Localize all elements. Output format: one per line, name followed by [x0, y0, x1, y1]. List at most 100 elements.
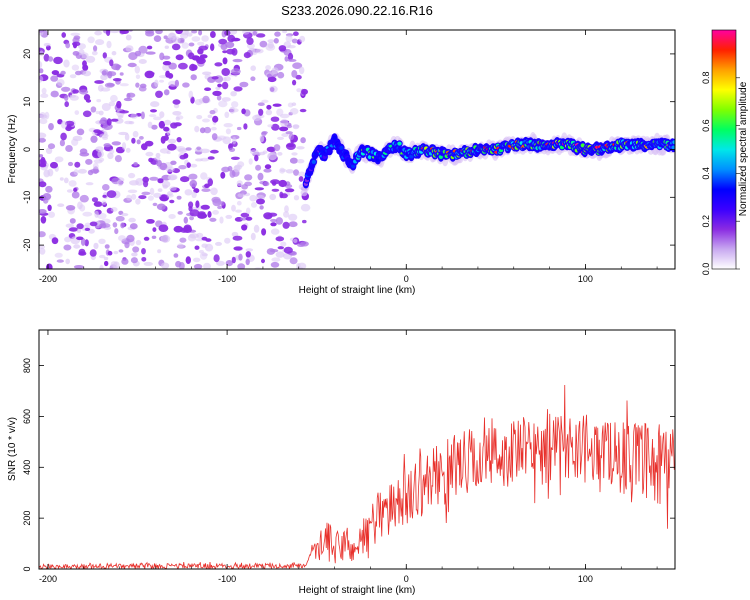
noise-blob — [79, 194, 89, 203]
noise-blob — [100, 117, 108, 125]
noise-blob — [151, 124, 158, 130]
noise-blob — [280, 241, 287, 247]
noise-blob — [110, 261, 118, 268]
noise-blob — [120, 222, 125, 229]
noise-blob — [65, 205, 76, 211]
noise-blob — [287, 45, 296, 49]
noise-blob — [84, 239, 89, 247]
y-tick-label: -10 — [22, 191, 32, 204]
noise-blob — [80, 238, 86, 246]
noise-blob — [119, 72, 124, 76]
noise-blob — [51, 237, 59, 245]
noise-blob — [191, 191, 197, 198]
noise-blob — [72, 41, 81, 47]
noise-blob — [45, 147, 53, 154]
noise-blob — [127, 62, 137, 68]
noise-blob — [39, 118, 48, 125]
noise-blob — [270, 228, 280, 235]
noise-blob — [144, 140, 154, 147]
noise-blob — [285, 131, 293, 135]
noise-blob — [82, 70, 92, 77]
noise-blob — [154, 156, 161, 161]
noise-blob — [170, 122, 178, 129]
noise-blob — [121, 142, 127, 150]
noise-blob — [101, 103, 111, 111]
noise-blob — [109, 30, 120, 34]
noise-blob — [155, 90, 163, 99]
noise-blob — [74, 161, 81, 168]
y-tick-label: 800 — [22, 358, 32, 373]
noise-blob — [163, 35, 168, 40]
trace-mark — [409, 154, 414, 159]
noise-blob — [222, 136, 232, 145]
noise-blob — [238, 253, 243, 261]
noise-blob — [152, 227, 157, 233]
noise-blob — [106, 40, 112, 49]
noise-blob — [176, 195, 182, 200]
noise-blob — [163, 126, 170, 132]
noise-blob — [174, 79, 179, 88]
noise-blob — [168, 62, 177, 70]
noise-blob — [39, 154, 44, 158]
noise-blob — [145, 151, 154, 157]
y-tick-label: 10 — [22, 97, 32, 107]
noise-blob — [102, 184, 110, 191]
noise-blob — [93, 159, 103, 164]
noise-blob — [227, 34, 236, 43]
noise-blob — [181, 42, 189, 49]
noise-blob — [162, 61, 172, 66]
noise-blob — [79, 148, 88, 155]
noise-blob — [302, 219, 307, 224]
noise-blob — [60, 120, 67, 129]
noise-blob — [255, 33, 266, 38]
noise-blob — [115, 64, 121, 71]
noise-blob — [97, 150, 104, 158]
noise-blob — [220, 201, 225, 206]
noise-blob — [191, 30, 198, 34]
noise-blob — [291, 152, 298, 156]
noise-blob — [161, 262, 170, 269]
noise-blob — [47, 204, 52, 211]
noise-blob — [172, 99, 181, 105]
noise-blob — [250, 65, 256, 71]
noise-blob — [157, 249, 162, 254]
noise-blob — [203, 126, 212, 134]
noise-blob — [214, 62, 223, 67]
noise-blob — [117, 179, 124, 187]
noise-blob — [182, 82, 190, 88]
noise-blob — [257, 172, 264, 181]
noise-blob — [131, 252, 138, 257]
noise-blob — [152, 202, 158, 207]
noise-blob — [50, 90, 59, 98]
noise-blob — [250, 76, 256, 81]
noise-blob — [244, 181, 253, 187]
noise-blob — [293, 169, 300, 176]
noise-blob — [59, 177, 64, 181]
noise-blob — [252, 31, 258, 36]
noise-blob — [210, 149, 219, 154]
noise-blob — [216, 260, 225, 266]
trace-mark — [327, 149, 332, 154]
noise-blob — [124, 133, 130, 141]
noise-blob — [141, 257, 147, 262]
noise-blob — [261, 228, 267, 236]
noise-blob — [289, 157, 298, 164]
noise-blob — [126, 194, 132, 201]
noise-blob — [196, 232, 204, 239]
noise-blob — [251, 202, 257, 208]
noise-blob — [279, 113, 290, 119]
noise-blob — [259, 40, 268, 48]
noise-blob — [123, 97, 133, 102]
noise-blob — [222, 50, 228, 54]
noise-blob — [231, 231, 239, 237]
noise-blob — [254, 187, 264, 191]
chart-title: S233.2026.090.22.16.R16 — [281, 3, 433, 18]
noise-blob — [116, 100, 122, 109]
noise-blob — [171, 43, 181, 51]
noise-blob — [258, 108, 264, 116]
colorbar-tick-label: 0.6 — [701, 119, 711, 132]
trace-mark — [672, 140, 675, 145]
noise-blob — [71, 64, 80, 71]
noise-blob — [264, 164, 272, 170]
noise-blob — [50, 161, 58, 169]
